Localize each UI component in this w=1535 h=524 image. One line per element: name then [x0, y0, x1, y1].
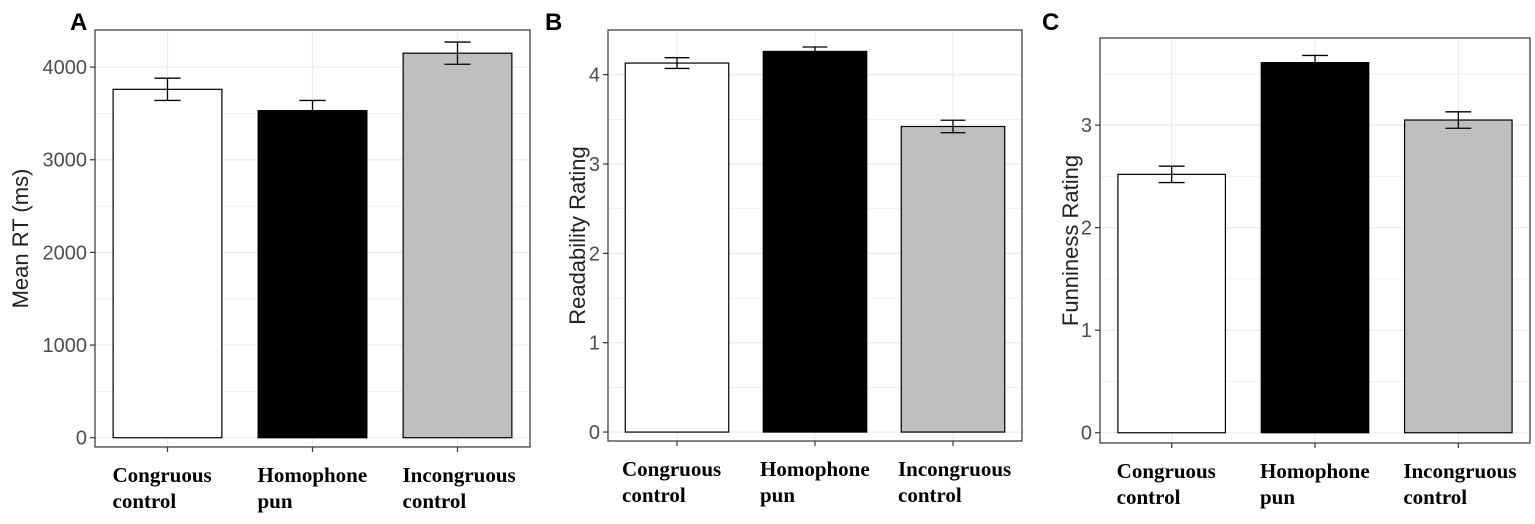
panel-b: 0 1 2 3 4 Congruous control Homophone pun Incongr…	[545, 9, 1023, 507]
y-tick-label: 2	[1081, 218, 1092, 240]
x-tick-label: Incongruous control	[898, 457, 1011, 507]
error-bar	[444, 41, 471, 65]
bar-homophone	[1260, 62, 1370, 434]
error-bar	[154, 77, 181, 102]
y-tick-label: 4	[589, 65, 600, 87]
error-bar	[1302, 54, 1328, 71]
panel-letter: C	[1042, 9, 1059, 36]
y-axis-label: Funniness Rating	[1058, 155, 1083, 326]
panel-c: 0 1 2 3 Congruous control Homophone pun Incongru…	[1042, 9, 1531, 509]
y-tick-label: 0	[1081, 423, 1092, 445]
error-bar	[1445, 111, 1472, 129]
panel-letter: A	[70, 9, 87, 36]
x-tick-label: Homophone pun	[258, 463, 368, 513]
x-tick-label: Congruous control	[113, 463, 212, 513]
bar-homophone	[762, 50, 868, 433]
error-bar	[940, 119, 966, 134]
panel-a: 0 1000 2000 3000 4000 Congruous control Homopho…	[8, 9, 531, 513]
bar-incongruous	[402, 52, 513, 439]
error-bar	[664, 57, 690, 70]
y-tick-label: 1000	[43, 335, 88, 357]
error-bar	[299, 99, 326, 122]
y-axis-label: Readability Rating	[565, 146, 590, 325]
x-tick-label: Congruous control	[622, 457, 721, 507]
bar-homophone	[257, 110, 368, 439]
y-tick-label: 3	[1081, 115, 1092, 137]
x-tick-label: Incongruous control	[1403, 459, 1516, 509]
panel-letter: B	[545, 9, 562, 36]
bar-incongruous	[900, 125, 1006, 433]
bar-incongruous	[1403, 119, 1513, 434]
bar-congruous	[1117, 173, 1227, 434]
x-tick-label: Homophone pun	[760, 457, 870, 507]
x-tick-label: Incongruous control	[403, 463, 516, 513]
error-bar	[1158, 165, 1185, 184]
x-tick-label: Homophone pun	[1260, 459, 1370, 509]
y-tick-label: 2	[589, 243, 600, 265]
bar-congruous	[624, 62, 730, 433]
y-tick-label: 1	[1081, 320, 1092, 342]
y-tick-label: 1	[589, 333, 600, 355]
bar-congruous	[112, 88, 223, 439]
error-bar	[802, 46, 828, 57]
y-tick-label: 4000	[43, 57, 88, 79]
y-tick-label: 0	[76, 428, 87, 450]
y-tick-label: 3000	[43, 150, 88, 172]
x-tick-label: Congruous control	[1117, 459, 1216, 509]
y-tick-label: 2000	[43, 242, 88, 264]
y-tick-label: 3	[589, 154, 600, 176]
y-tick-label: 0	[589, 422, 600, 444]
y-axis-label: Mean RT (ms)	[8, 169, 33, 309]
